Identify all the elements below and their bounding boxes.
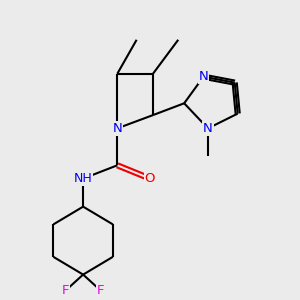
Text: O: O	[145, 172, 155, 185]
Text: F: F	[97, 284, 105, 297]
Text: NH: NH	[74, 172, 92, 185]
Text: N: N	[203, 122, 213, 135]
Text: F: F	[61, 284, 69, 297]
Text: N: N	[199, 70, 208, 83]
Text: N: N	[112, 122, 122, 135]
